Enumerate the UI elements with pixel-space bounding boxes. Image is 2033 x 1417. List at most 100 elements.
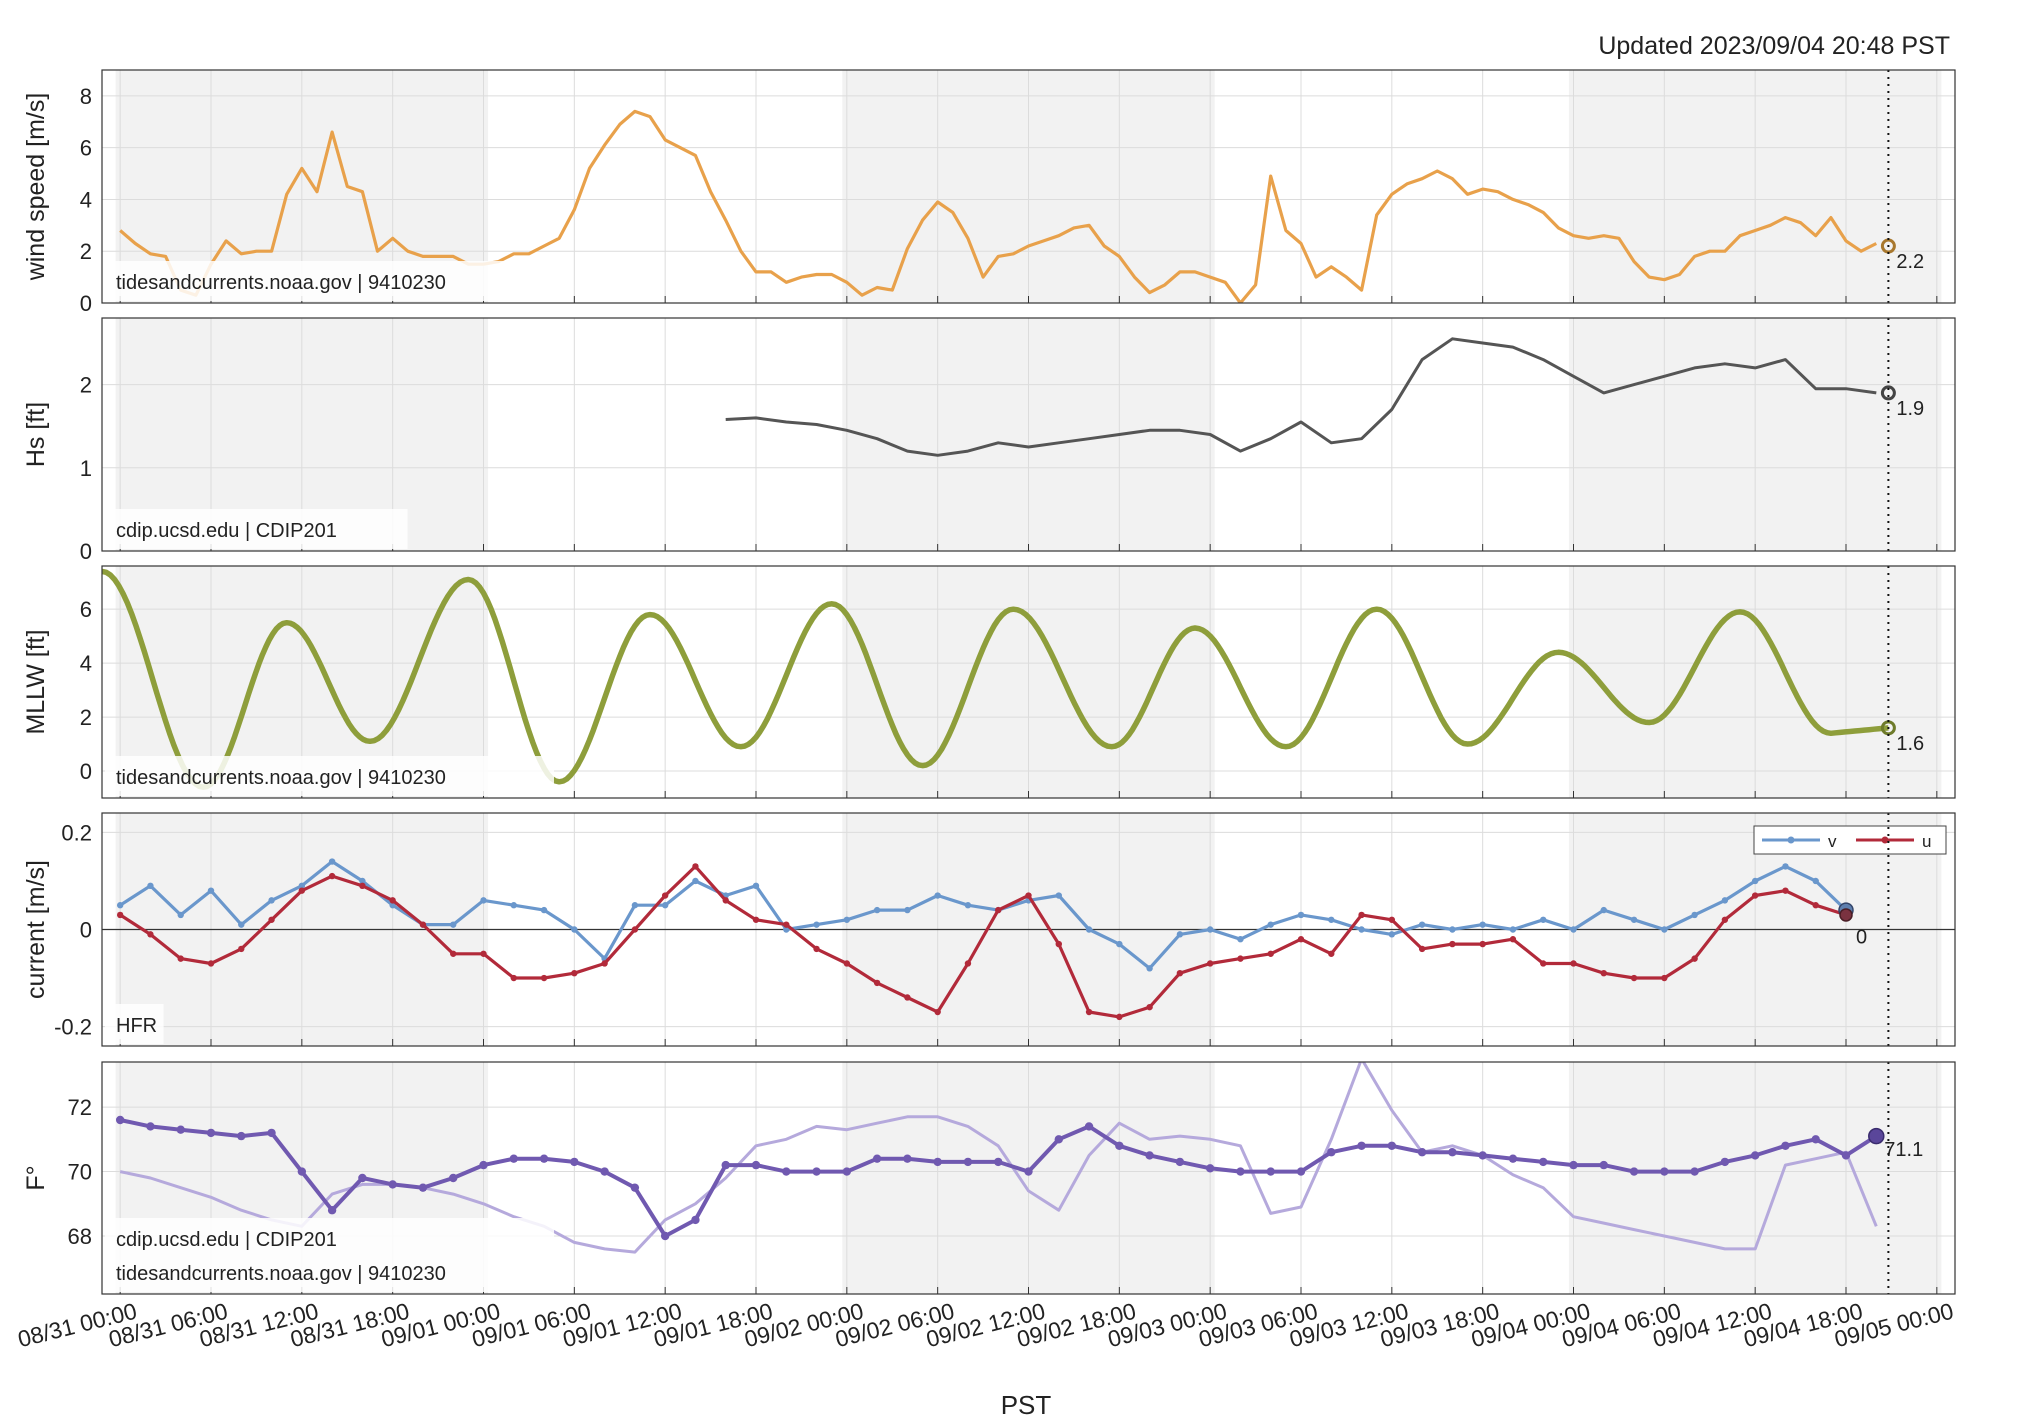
temp-dark-point-25 bbox=[872, 1154, 882, 1163]
current-u-point-53 bbox=[1721, 916, 1729, 923]
current-u-point-23 bbox=[813, 945, 820, 953]
current-v-point-24 bbox=[843, 916, 851, 923]
temp-dark-point-3 bbox=[206, 1128, 216, 1138]
temp-dark-point-53 bbox=[1720, 1157, 1730, 1167]
y-axis-label-hs: Hs [ft] bbox=[22, 402, 50, 467]
current-u-point-36 bbox=[1206, 960, 1214, 967]
current-v-point-17 bbox=[631, 902, 639, 909]
current-u-point-45 bbox=[1479, 940, 1486, 948]
current-v-point-1 bbox=[147, 882, 154, 890]
panel-wind: 0 2 4 6 8 wind speed [m/s] 2.2 tidesandcurrents… bbox=[22, 69, 1956, 316]
current-u-point-2 bbox=[177, 955, 184, 962]
source-box-wind bbox=[105, 261, 554, 301]
current-v-point-40 bbox=[1328, 916, 1335, 923]
temp-dark-point-30 bbox=[1024, 1167, 1033, 1176]
tide-series-line bbox=[102, 568, 1889, 790]
series-group-temp bbox=[115, 1062, 1881, 1254]
current-u-point-54 bbox=[1751, 892, 1759, 899]
current-v-point-21 bbox=[752, 882, 760, 890]
current-u-point-14 bbox=[540, 974, 548, 982]
current-v-point-28 bbox=[964, 902, 972, 909]
current-u-point-43 bbox=[1418, 945, 1426, 953]
y-tick-label-hs-2: 2 bbox=[80, 373, 92, 398]
temp-last-value: 71.1 bbox=[1884, 1139, 1923, 1161]
temp-dark-point-4 bbox=[237, 1131, 246, 1141]
temp-dark-point-5 bbox=[267, 1128, 276, 1138]
legend-label-u: u bbox=[1922, 832, 1931, 851]
hs-series-line bbox=[725, 337, 1877, 457]
panel-hs: 0 1 2 Hs [ft] 1.9 cdip.ucsd.edu | CDIP201 bbox=[22, 317, 1956, 564]
current-u-point-35 bbox=[1176, 969, 1184, 977]
temp-dark-point-40 bbox=[1327, 1148, 1336, 1157]
current-u-point-38 bbox=[1267, 950, 1274, 957]
temp-dark-point-41 bbox=[1357, 1141, 1366, 1150]
current-v-point-34 bbox=[1146, 965, 1153, 972]
current-v-point-35 bbox=[1176, 931, 1184, 938]
source-box-tide bbox=[105, 756, 554, 796]
series-group-wind bbox=[119, 109, 1878, 303]
current-u-point-47 bbox=[1540, 960, 1547, 967]
source-label-wind: tidesandcurrents.noaa.gov | 9410230 bbox=[116, 272, 446, 294]
y-tick-label-tide-2: 4 bbox=[80, 651, 92, 676]
temp-dark-point-27 bbox=[933, 1157, 942, 1167]
temp-dark-point-36 bbox=[1205, 1164, 1215, 1173]
temp-last-marker bbox=[1868, 1127, 1885, 1145]
current-u-point-44 bbox=[1449, 940, 1456, 948]
current-v-point-26 bbox=[904, 906, 911, 914]
current-v-point-7 bbox=[328, 858, 336, 865]
current-v-point-8 bbox=[359, 877, 366, 885]
temp-dark-point-38 bbox=[1266, 1167, 1275, 1176]
y-tick-label-temp-1: 70 bbox=[68, 1160, 92, 1185]
current-u-point-11 bbox=[450, 950, 457, 957]
temp-dark-point-37 bbox=[1236, 1167, 1245, 1176]
temp-dark-point-0 bbox=[115, 1115, 125, 1125]
temp-dark-point-15 bbox=[570, 1157, 579, 1167]
y-tick-label-hs-1: 1 bbox=[80, 456, 92, 481]
wind-series-line bbox=[119, 109, 1878, 303]
current-v-point-15 bbox=[571, 926, 578, 933]
temp-dark-point-46 bbox=[1508, 1154, 1518, 1163]
current-v-point-2 bbox=[177, 911, 184, 919]
y-tick-label-tide-1: 2 bbox=[80, 705, 92, 730]
current-v-point-32 bbox=[1085, 926, 1093, 933]
temp-dark-point-23 bbox=[812, 1167, 821, 1176]
temp-dark-point-22 bbox=[782, 1167, 791, 1176]
current-v-point-48 bbox=[1570, 926, 1577, 933]
current-v-point-49 bbox=[1600, 906, 1607, 914]
current-v-point-18 bbox=[661, 902, 669, 909]
current-u-point-4 bbox=[238, 945, 245, 953]
temp-dark-point-32 bbox=[1084, 1122, 1094, 1131]
legend-label-v: v bbox=[1828, 832, 1837, 851]
temp-dark-point-33 bbox=[1115, 1141, 1124, 1150]
current-v-point-45 bbox=[1479, 921, 1486, 928]
temp-dark-point-7 bbox=[327, 1206, 337, 1215]
current-u-point-42 bbox=[1388, 916, 1396, 923]
current-v-point-11 bbox=[450, 921, 457, 928]
source-box-temp bbox=[105, 1218, 554, 1292]
current-u-point-17 bbox=[631, 926, 639, 933]
temp-dark-point-44 bbox=[1448, 1148, 1457, 1157]
series-group-tide bbox=[102, 568, 1889, 790]
current-u-point-3 bbox=[207, 960, 215, 967]
current-u-series-line bbox=[119, 864, 1847, 1019]
y-axis-label-temp: F° bbox=[22, 1165, 50, 1190]
temp-dark-point-49 bbox=[1599, 1160, 1608, 1170]
current-u-point-12 bbox=[480, 950, 487, 957]
current-v-point-43 bbox=[1418, 921, 1426, 928]
y-tick-label-wind-3: 6 bbox=[80, 136, 92, 161]
current-u-point-27 bbox=[934, 1008, 941, 1016]
temp-dark-point-16 bbox=[600, 1167, 609, 1176]
current-u-point-13 bbox=[510, 974, 517, 982]
current-v-point-36 bbox=[1206, 926, 1214, 933]
y-tick-label-current-0: -0.2 bbox=[54, 1015, 92, 1040]
y-tick-label-wind-2: 4 bbox=[80, 187, 92, 212]
current-u-point-50 bbox=[1630, 974, 1638, 982]
source-box-current bbox=[105, 1004, 164, 1044]
temp-dark-point-54 bbox=[1750, 1151, 1760, 1160]
temp-dark-point-29 bbox=[994, 1157, 1003, 1167]
current-u-point-56 bbox=[1812, 902, 1819, 909]
current-u-point-16 bbox=[601, 960, 608, 967]
hs-last-value: 1.9 bbox=[1896, 398, 1924, 420]
